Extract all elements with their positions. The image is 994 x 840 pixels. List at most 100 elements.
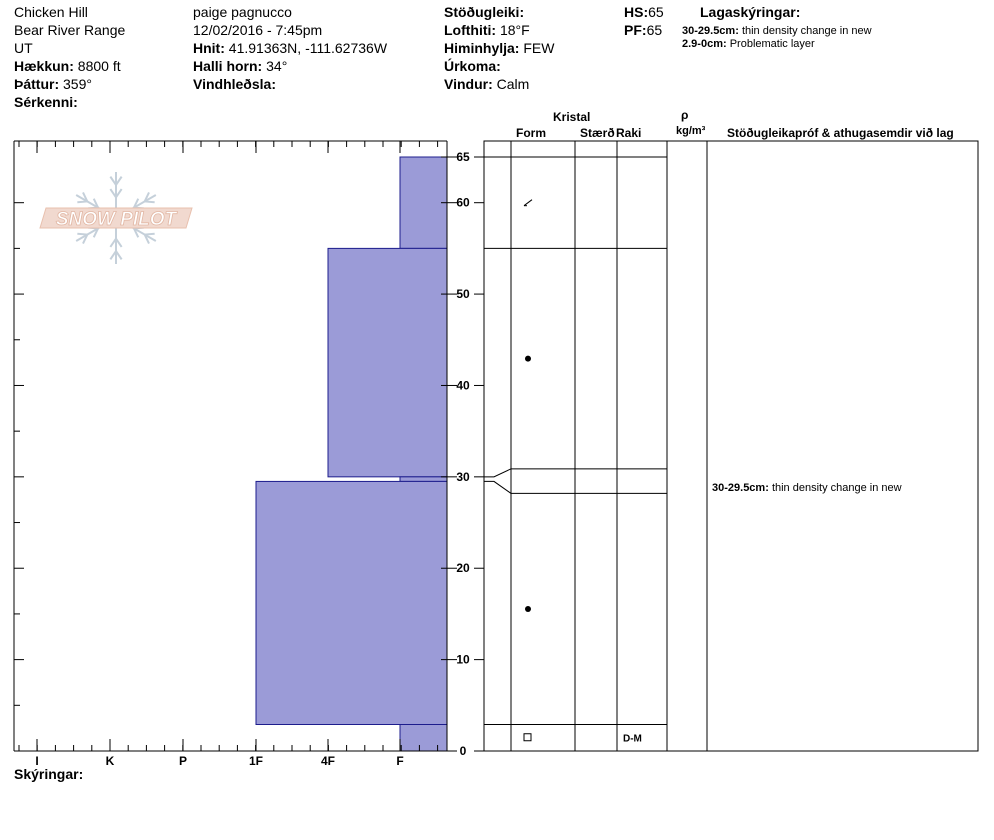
snowflake-branch xyxy=(144,232,155,236)
aspect-label: Þáttur: xyxy=(14,76,60,92)
kristal-header: Kristal xyxy=(553,110,591,124)
legend-range: 30-29.5cm: xyxy=(682,25,739,37)
snowflake-branch xyxy=(133,227,140,238)
legend-text: Problematic layer xyxy=(729,38,815,50)
notes-label: Skýringar: xyxy=(14,766,84,782)
hardness-layer-bar xyxy=(399,476,448,482)
precip-label: Úrkoma: xyxy=(444,58,501,74)
density-header: ρ xyxy=(681,108,689,122)
hardness-layer-bar xyxy=(255,480,448,725)
form-header: Form xyxy=(516,126,546,140)
depth-tick-label: 65 xyxy=(456,150,470,164)
air-temp-field: Lofthiti: 18°F xyxy=(444,22,530,38)
snowflake-branch xyxy=(82,191,89,202)
sky-field: Himinhylja: FEW xyxy=(444,40,554,56)
hs-value: 65 xyxy=(648,4,664,20)
snowflake-branch xyxy=(82,234,89,245)
grain-form-symbol xyxy=(523,199,533,207)
layer-comment-range: 30-29.5cm: xyxy=(712,482,772,494)
snowflake-branch xyxy=(109,250,117,260)
state-name: UT xyxy=(14,40,33,56)
snowflake-branch xyxy=(109,238,117,248)
coords-value: 41.91363N, -111.62736W xyxy=(228,40,388,56)
pf-value: 65 xyxy=(646,22,663,38)
air-temp-value: 18°F xyxy=(499,22,530,38)
snowflake-branch xyxy=(133,198,140,209)
layer-comment-text: thin density change in new xyxy=(772,482,902,494)
slope-label: Halli horn: xyxy=(193,58,263,74)
hardness-layer-bar xyxy=(327,247,448,478)
depth-tick-label: 60 xyxy=(456,196,470,210)
snowflake-branch xyxy=(92,227,99,238)
snowflake-branch xyxy=(115,250,123,260)
snowflake-branch xyxy=(144,200,155,204)
wind-label: Vindur: xyxy=(444,76,493,92)
hardness-layer-bar xyxy=(399,156,448,249)
legend-title: Lagaskýringar: xyxy=(700,4,801,20)
hs-field: HS:65 xyxy=(624,4,664,20)
snowflake-branch xyxy=(143,191,150,202)
coords-label: Hnit: xyxy=(193,40,225,56)
depth-tick-label: 30 xyxy=(456,470,470,484)
wind-loading-label: Vindhleðsla: xyxy=(193,76,276,92)
hardness-tick-label: I xyxy=(35,754,38,768)
slope-field: Halli horn: 34° xyxy=(193,58,287,74)
depth-tick-label: 50 xyxy=(456,287,470,301)
snowflake-branch xyxy=(109,176,117,186)
boundary-connector xyxy=(484,468,512,478)
pf-field: PF:65 xyxy=(624,22,662,38)
aspect-field: Þáttur: 359° xyxy=(14,76,92,92)
density-unit: kg/m³ xyxy=(676,125,706,137)
site-name: Chicken Hill xyxy=(14,4,88,20)
hardness-tick-label: F xyxy=(396,754,403,768)
hardness-tick-label: P xyxy=(179,754,187,768)
snowflake-branch xyxy=(143,234,150,245)
coords-field: Hnit: 41.91363N, -111.62736W xyxy=(193,40,387,56)
boundary-connector xyxy=(484,480,512,494)
stability-label: Stöðugleiki: xyxy=(444,4,525,20)
snowflake-branch xyxy=(115,238,123,248)
pf-label: PF: xyxy=(624,22,647,38)
grain-form-symbol xyxy=(525,605,531,612)
logo-banner xyxy=(39,207,193,229)
elevation-value: 8800 ft xyxy=(77,58,121,74)
sky-value: FEW xyxy=(523,40,555,56)
legend-text: thin density change in new xyxy=(741,25,872,37)
hs-label: HS: xyxy=(624,4,649,20)
slope-value: 34° xyxy=(266,58,288,74)
air-temp-label: Lofthiti: xyxy=(444,22,497,38)
wind-value: Calm xyxy=(496,76,530,92)
snowflake-branch xyxy=(115,188,123,198)
legend-item: 30-29.5cm: thin density change in new xyxy=(682,25,872,38)
sky-label: Himinhylja: xyxy=(444,40,520,56)
snowpilot-logo: SNOW PILOT xyxy=(39,172,193,264)
depth-tick-label: 40 xyxy=(456,378,470,392)
snowflake-branch xyxy=(115,176,123,186)
logo-text: SNOW PILOT xyxy=(56,209,178,230)
snowflake-branch xyxy=(77,232,88,236)
observer-name: paige pagnucco xyxy=(193,4,292,20)
aspect-value: 359° xyxy=(63,76,92,92)
legend-range: 2.9-0cm: xyxy=(682,38,727,50)
grain-form-symbol xyxy=(523,733,532,742)
depth-tick-label: 20 xyxy=(456,561,470,575)
wind-field: Vindur: Calm xyxy=(444,76,529,92)
size-header: Stærð xyxy=(580,126,615,140)
grain-form-symbol xyxy=(525,355,531,362)
layer-comment: 30-29.5cm: thin density change in new xyxy=(712,482,902,494)
elevation-field: Hækkun: 8800 ft xyxy=(14,58,121,74)
observation-datetime: 12/02/2016 - 7:45pm xyxy=(193,22,323,38)
range-name: Bear River Range xyxy=(14,22,126,38)
hardness-tick-label: 1F xyxy=(249,754,263,768)
table-frame xyxy=(483,140,979,752)
snowflake-branch xyxy=(109,188,117,198)
legend-item: 2.9-0cm: Problematic layer xyxy=(682,38,815,51)
moisture-value: D-M xyxy=(623,734,642,745)
features-label: Sérkenni: xyxy=(14,94,78,110)
snowflake-branch xyxy=(92,198,99,209)
hardness-tick-label: K xyxy=(106,754,115,768)
hardness-tick-label: 4F xyxy=(321,754,335,768)
depth-tick-label: 0 xyxy=(460,744,467,758)
depth-tick-label: 10 xyxy=(456,653,470,667)
